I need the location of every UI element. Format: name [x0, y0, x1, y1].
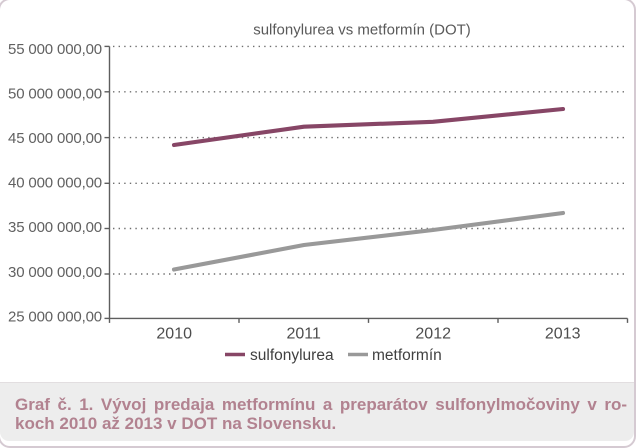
svg-text:45 000 000,00: 45 000 000,00	[8, 130, 102, 147]
svg-text:metformín: metformín	[372, 347, 442, 364]
svg-text:35 000 000,00: 35 000 000,00	[8, 219, 102, 236]
svg-text:sulfonylurea vs metformín (DOT: sulfonylurea vs metformín (DOT)	[253, 22, 471, 39]
svg-text:2010: 2010	[156, 325, 192, 342]
svg-text:2012: 2012	[415, 325, 451, 342]
svg-text:2013: 2013	[545, 325, 581, 342]
svg-text:30 000 000,00: 30 000 000,00	[8, 264, 102, 281]
svg-text:2011: 2011	[286, 325, 321, 342]
svg-text:25 000 000,00: 25 000 000,00	[8, 308, 102, 325]
svg-text:sulfonylurea: sulfonylurea	[250, 347, 334, 364]
svg-text:40 000 000,00: 40 000 000,00	[8, 175, 102, 192]
svg-text:50 000 000,00: 50 000 000,00	[8, 85, 102, 102]
svg-text:55 000 000,00: 55 000 000,00	[8, 41, 102, 58]
